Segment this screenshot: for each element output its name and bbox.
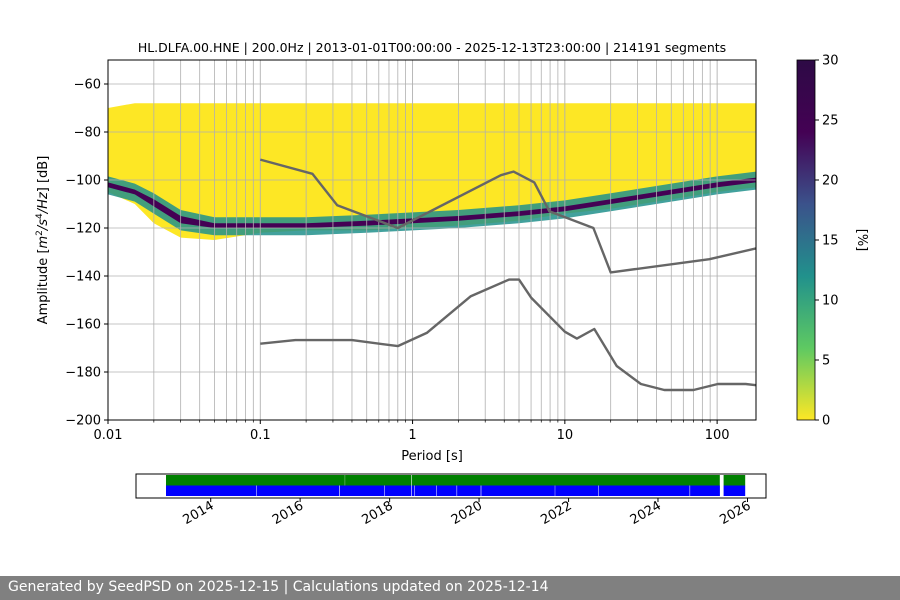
grid — [108, 60, 756, 420]
availability-segment-blue — [457, 485, 481, 496]
availability-segment-blue — [166, 485, 257, 496]
availability-segment-green — [166, 475, 345, 486]
availability-segment-blue — [481, 485, 555, 496]
x-tick-label: 0.1 — [250, 428, 271, 443]
availability-timeline: 2014 2016 2018 2020 2022 2024 2026 — [135, 473, 767, 528]
timeline-tick-label: 2020 — [449, 498, 485, 528]
density-region-mid — [108, 171, 756, 236]
timeline-tick-label: 2026 — [717, 498, 753, 528]
timeline-tick-label: 2024 — [628, 498, 664, 528]
x-tick-label: 100 — [705, 428, 730, 443]
density-band — [108, 103, 756, 240]
availability-segment-blue — [339, 485, 385, 496]
x-axis-label: Period [s] — [401, 449, 463, 464]
availability-segment-green — [345, 475, 412, 486]
x-tick-label: 10 — [557, 428, 574, 443]
colorbar-tick-label: 10 — [822, 294, 839, 309]
y-axis: −60 −80 −100 −120 −140 −160 −180 −200 — [65, 78, 108, 429]
colorbar-tick-label: 0 — [822, 414, 830, 429]
availability-segment-blue — [436, 485, 457, 496]
x-tick-label: 0.01 — [94, 428, 123, 443]
y-tick-label: −140 — [65, 270, 101, 285]
y-tick-label: −60 — [74, 78, 101, 93]
noise-model-lines — [259, 158, 756, 392]
colorbar-tick-label: 20 — [822, 174, 839, 189]
colorbar-gradient — [796, 59, 816, 421]
y-tick-label: −160 — [65, 318, 101, 333]
availability-segment-blue — [555, 485, 599, 496]
low-noise-model-line — [260, 278, 756, 392]
x-axis: 0.01 0.1 1 10 100 — [94, 420, 730, 443]
y-tick-label: −120 — [65, 222, 101, 237]
y-tick-label: −200 — [65, 414, 101, 429]
timeline-ticks: 2014 2016 2018 2020 2022 2024 2026 — [181, 498, 754, 528]
colorbar-tick-label: 25 — [822, 114, 839, 129]
timeline-bars — [166, 475, 746, 496]
timeline-tick-label: 2018 — [359, 498, 395, 528]
footer-text: Generated by SeedPSD on 2025-12-15 | Cal… — [8, 579, 549, 595]
timeline-tick-label: 2016 — [270, 498, 306, 528]
availability-segment-blue — [414, 485, 437, 496]
x-tick-label: 1 — [408, 428, 416, 443]
footer-bar: Generated by SeedPSD on 2025-12-15 | Cal… — [0, 576, 900, 600]
colorbar-tick-label: 5 — [822, 354, 830, 369]
availability-segment-blue — [690, 485, 720, 496]
availability-segment-green — [411, 475, 720, 486]
plot-area — [108, 60, 756, 420]
high-noise-model-line — [259, 158, 756, 274]
availability-segment-green — [723, 475, 746, 486]
timeline-tick-label: 2022 — [538, 498, 574, 528]
y-tick-label: −80 — [74, 126, 101, 141]
availability-segment-blue — [411, 485, 415, 496]
y-tick-label: −180 — [65, 366, 101, 381]
colorbar-label: [%] — [854, 229, 869, 252]
colorbar-tick-label: 15 — [822, 234, 839, 249]
availability-segment-blue — [723, 485, 746, 496]
colorbar: 0 5 10 15 20 25 30 [%] — [796, 54, 869, 429]
timeline-tick-label: 2014 — [181, 498, 217, 528]
availability-segment-blue — [385, 485, 412, 496]
timeline-frame — [135, 473, 767, 499]
y-axis-label: Amplitude [m2/s4/Hz] [dB] — [35, 156, 51, 325]
colorbar-tick-label: 30 — [822, 54, 839, 69]
y-tick-label: −100 — [65, 174, 101, 189]
density-region-high — [108, 177, 756, 228]
availability-segment-blue — [598, 485, 690, 496]
chart-title: HL.DLFA.00.HNE | 200.0Hz | 2013-01-01T00… — [138, 40, 726, 55]
colorbar-ticks: 0 5 10 15 20 25 30 — [815, 54, 839, 429]
chart: HL.DLFA.00.HNE | 200.0Hz | 2013-01-01T00… — [35, 40, 869, 528]
plot-frame — [107, 59, 757, 421]
availability-segment-blue — [256, 485, 340, 496]
